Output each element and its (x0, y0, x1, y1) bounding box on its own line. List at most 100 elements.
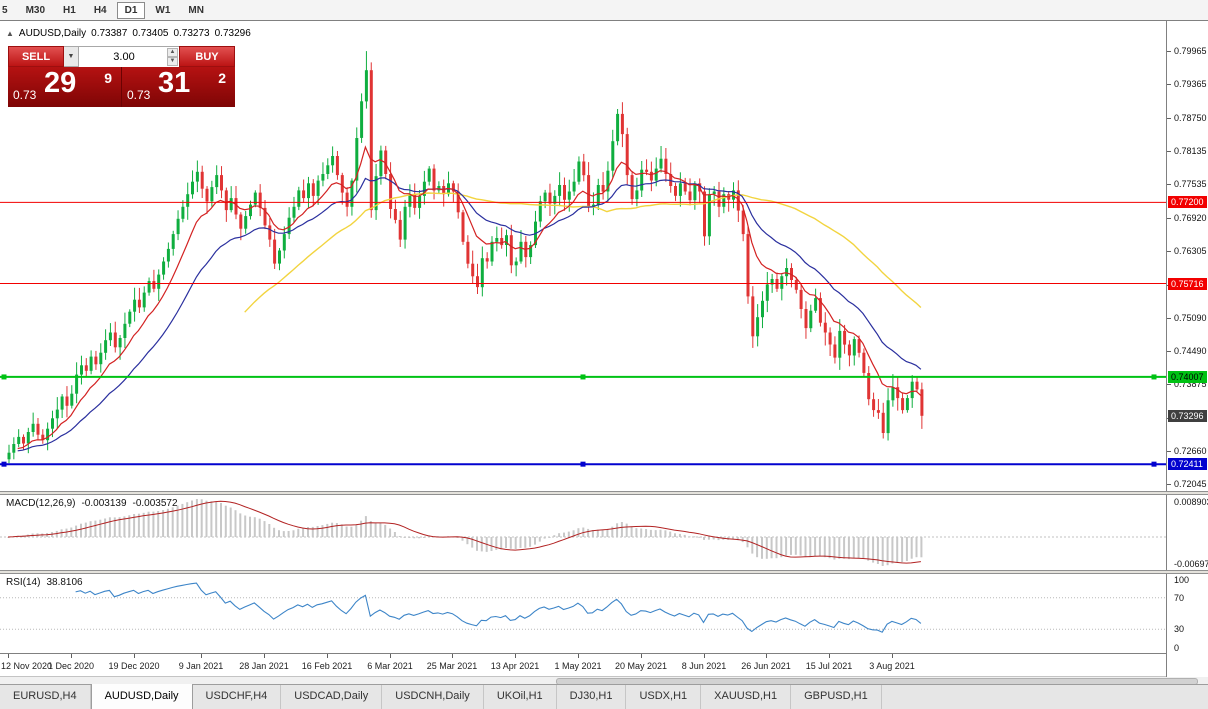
candles (7, 51, 924, 464)
date-tick-mark (327, 654, 328, 658)
price-tick-mark (1167, 351, 1171, 352)
macd-axis-min-label: -0.006977 (1174, 559, 1208, 569)
date-tick-mark (390, 654, 391, 658)
date-tick-label: 9 Jan 2021 (178, 661, 224, 671)
timeframe-toolbar: 5 M30 H1 H4 D1 W1 MN (0, 0, 1208, 21)
ohlc-close: 0.73296 (214, 28, 251, 39)
date-tick-mark (264, 654, 265, 658)
rsi-axis-label: 0 (1174, 643, 1180, 653)
volume-spin-up-icon[interactable]: ▲ (167, 48, 178, 57)
current-price-label: 0.73296 (1168, 410, 1207, 422)
sell-button[interactable]: SELL (8, 46, 64, 67)
ma-fast-line (17, 145, 922, 450)
date-tick-mark (829, 654, 830, 658)
price-tick-label: 0.78135 (1174, 146, 1207, 156)
ohlc-low: 0.73273 (173, 28, 210, 39)
horizontal-scrollbar[interactable] (0, 676, 1208, 685)
timeframe-button-h1[interactable]: H1 (63, 4, 76, 16)
date-tick-mark (71, 654, 72, 658)
price-tick-mark (1167, 451, 1171, 452)
date-tick-mark (578, 654, 579, 658)
panel-splitter-rsi[interactable] (0, 570, 1208, 574)
chart-tab-usdcad-daily[interactable]: USDCAD,Daily (281, 685, 383, 709)
chart-header: ▲ AUDUSD,Daily 0.73387 0.73405 0.73273 0.7329… (6, 28, 256, 39)
rsi-axis-label: 70 (1174, 593, 1185, 603)
buy-price-pips: 31 (158, 67, 191, 99)
buy-price-display[interactable]: 0.73 31 2 (122, 67, 235, 107)
price-tick-label: 0.79965 (1174, 46, 1207, 56)
date-tick-label: 1 May 2021 (554, 661, 602, 671)
price-tick-mark (1167, 184, 1171, 185)
rsi-label: RSI(14) 38.8106 (6, 577, 89, 588)
price-tick-label: 0.74490 (1174, 346, 1207, 356)
horizontal-level-lines[interactable] (0, 201, 1166, 467)
macd-title: MACD(12,26,9) (6, 498, 76, 509)
timeframe-button-5[interactable]: 5 (2, 4, 8, 16)
date-tick-mark (515, 654, 516, 658)
price-tick-mark (1167, 384, 1171, 385)
price-tick-label: 0.73875 (1174, 379, 1207, 389)
rsi-line (75, 582, 922, 633)
price-tick-mark (1167, 51, 1171, 52)
price-tick-label: 0.79365 (1174, 79, 1207, 89)
macd-signal-line (7, 500, 921, 564)
macd-value-main: -0.003139 (81, 498, 127, 509)
date-tick-mark (892, 654, 893, 658)
date-tick-mark (134, 654, 135, 658)
date-tick-label: 16 Feb 2021 (301, 661, 353, 671)
timeframe-button-mn[interactable]: MN (188, 4, 204, 16)
rsi-axis-label: 100 (1174, 575, 1190, 585)
date-tick-label: 26 Jun 2021 (741, 661, 791, 671)
sell-price-point: 9 (104, 70, 112, 86)
price-chart-canvas[interactable] (0, 21, 1166, 491)
date-tick-label: 3 Aug 2021 (869, 661, 915, 671)
ma-slow-line (244, 192, 922, 313)
price-tick-mark (1167, 218, 1171, 219)
volume-input[interactable] (79, 47, 179, 67)
chart-tab-usdx-h1[interactable]: USDX,H1 (626, 685, 702, 709)
price-tick-label: 0.76305 (1174, 246, 1207, 256)
chart-tab-eurusd-h4[interactable]: EURUSD,H4 (0, 685, 91, 709)
date-tick-label: 13 Apr 2021 (490, 661, 540, 671)
chart-tab-xauusd-h1[interactable]: XAUUSD,H1 (701, 685, 792, 709)
one-click-toggle-icon[interactable]: ▲ (6, 29, 14, 38)
chart-tab-dj30-h1[interactable]: DJ30,H1 (557, 685, 627, 709)
level-price-label: 0.77200 (1168, 196, 1207, 208)
sell-price-display[interactable]: 0.73 29 9 (8, 67, 121, 107)
price-tick-label: 0.75090 (1174, 313, 1207, 323)
timeframe-button-m30[interactable]: M30 (25, 4, 46, 16)
volume-spin-down-icon[interactable]: ▼ (167, 57, 178, 66)
date-tick-label: 12 Nov 2020 (1, 661, 53, 671)
timeframe-button-w1[interactable]: W1 (155, 4, 171, 16)
level-price-label: 0.72411 (1168, 458, 1207, 470)
timeframe-button-d1[interactable]: D1 (116, 1, 146, 19)
chart-tab-usdcnh-daily[interactable]: USDCNH,Daily (382, 685, 484, 709)
date-axis[interactable]: 12 Nov 2020 1 Dec 2020 19 Dec 2020 9 Jan 20… (0, 653, 1166, 677)
one-click-trade-panel: SELL ▼ ▲ ▼ BUY 0.73 29 9 0.73 31 2 (8, 46, 235, 107)
chart-tab-gbpusd-h1[interactable]: GBPUSD,H1 (791, 685, 882, 709)
ma-mid-line (17, 177, 922, 452)
price-tick-mark (1167, 318, 1171, 319)
trade-options-dropdown-icon[interactable]: ▼ (64, 46, 79, 67)
ohlc-high: 0.73405 (132, 28, 169, 39)
chart-tab-audusd-daily[interactable]: AUDUSD,Daily (90, 684, 193, 709)
buy-button[interactable]: BUY (179, 46, 235, 67)
date-tick-label: 6 Mar 2021 (367, 661, 413, 671)
chart-tab-usdchf-h4[interactable]: USDCHF,H4 (193, 685, 282, 709)
panel-splitter-macd[interactable] (0, 491, 1208, 495)
chart-tabs-bar: EURUSD,H4 AUDUSD,Daily USDCHF,H4 USDCAD,Dai… (0, 684, 1208, 709)
date-tick-label: 15 Jul 2021 (805, 661, 853, 671)
price-tick-label: 0.77535 (1174, 179, 1207, 189)
rsi-chart-canvas[interactable] (0, 574, 1166, 653)
macd-chart-canvas[interactable] (0, 495, 1166, 570)
chart-window: ▲ AUDUSD,Daily 0.73387 0.73405 0.73273 0.7329… (0, 20, 1208, 677)
price-tick-mark (1167, 484, 1171, 485)
date-tick-mark (8, 654, 9, 658)
level-price-label: 0.74007 (1168, 371, 1207, 383)
price-tick-label: 0.78750 (1174, 113, 1207, 123)
price-axis[interactable]: 0.79965 0.79365 0.78750 0.78135 0.77535 0.769… (1166, 21, 1208, 677)
macd-axis-max-label: 0.008903 (1174, 497, 1208, 507)
timeframe-button-h4[interactable]: H4 (93, 4, 107, 16)
chart-tab-ukoil-h1[interactable]: UKOil,H1 (484, 685, 557, 709)
price-tick-label: 0.72660 (1174, 446, 1207, 456)
